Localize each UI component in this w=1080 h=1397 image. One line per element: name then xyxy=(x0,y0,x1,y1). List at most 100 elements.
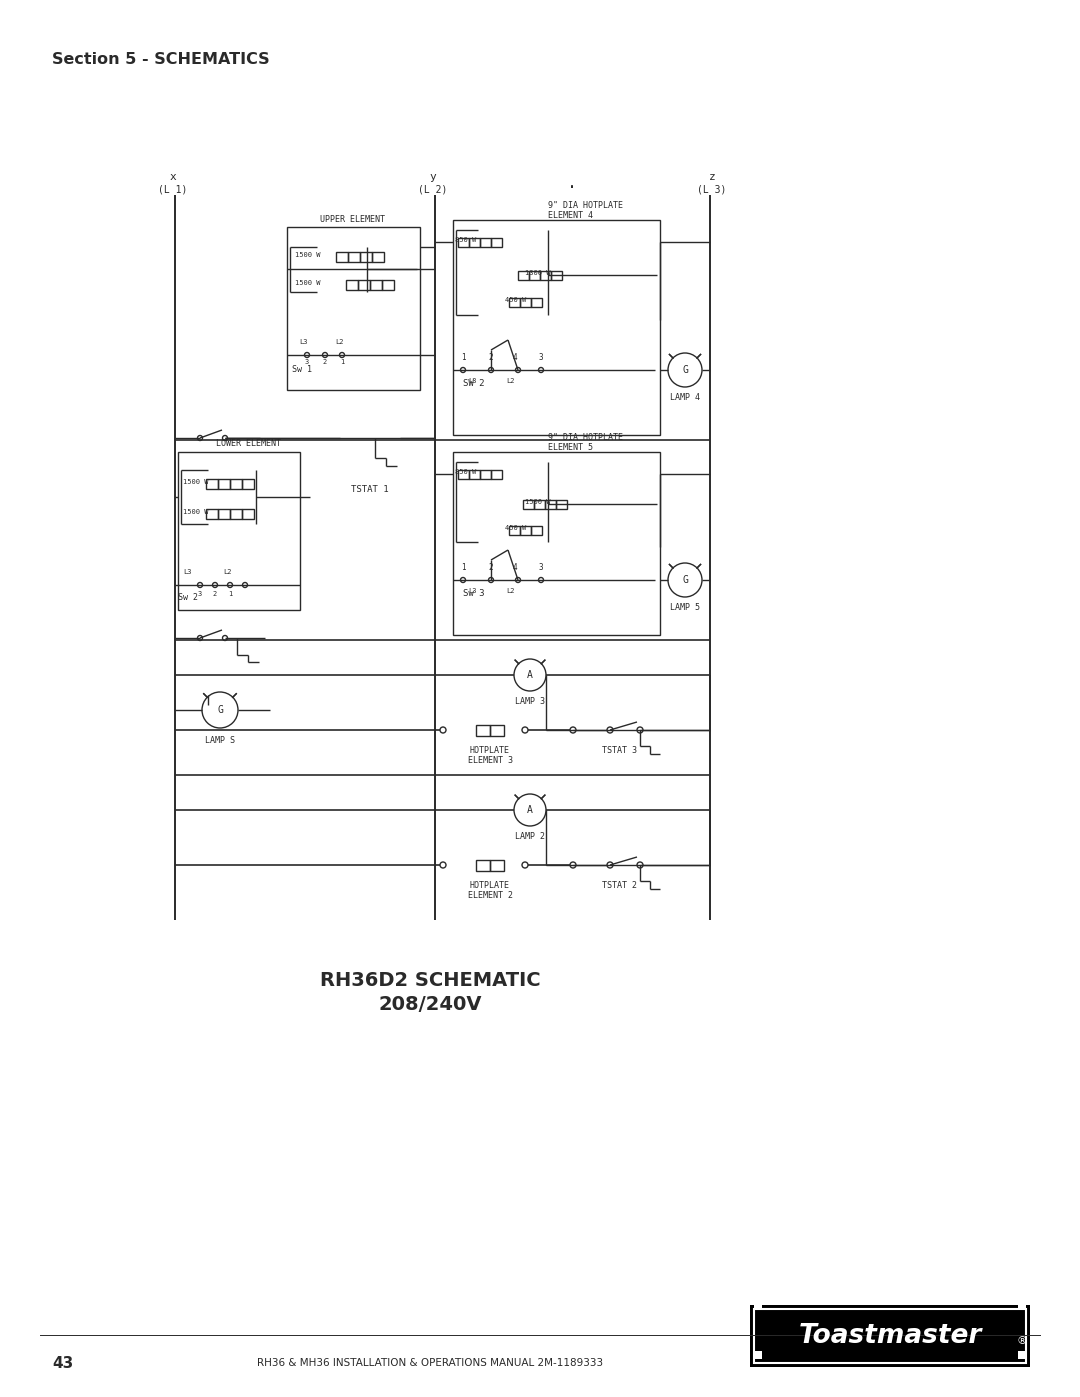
Circle shape xyxy=(339,352,345,358)
Text: TSTAT 2: TSTAT 2 xyxy=(603,882,637,890)
Circle shape xyxy=(669,353,702,387)
Circle shape xyxy=(460,577,465,583)
Bar xyxy=(519,298,530,306)
Circle shape xyxy=(488,577,494,583)
Text: (L 1): (L 1) xyxy=(159,184,188,196)
Text: 9" DIA HOTPLATE: 9" DIA HOTPLATE xyxy=(548,433,623,443)
Bar xyxy=(218,479,230,489)
Circle shape xyxy=(514,793,546,826)
Text: L3: L3 xyxy=(468,588,476,594)
Text: 2: 2 xyxy=(488,563,494,571)
Text: 2: 2 xyxy=(488,352,494,362)
Bar xyxy=(480,469,491,479)
Bar xyxy=(530,298,541,306)
Text: Sw 3: Sw 3 xyxy=(463,588,485,598)
Text: L2: L2 xyxy=(507,379,514,384)
Text: L2: L2 xyxy=(222,569,231,576)
Bar xyxy=(540,271,551,279)
Bar xyxy=(453,453,660,636)
Text: 450 W: 450 W xyxy=(505,525,526,531)
Text: UPPER ELEMENT: UPPER ELEMENT xyxy=(321,215,386,224)
Text: L2: L2 xyxy=(335,339,343,345)
Bar xyxy=(529,271,540,279)
Circle shape xyxy=(243,583,247,588)
Bar xyxy=(242,509,254,520)
Bar xyxy=(242,479,254,489)
Text: 208/240V: 208/240V xyxy=(378,995,482,1013)
Text: 3: 3 xyxy=(539,563,543,571)
Text: ELEMENT 2: ELEMENT 2 xyxy=(468,891,513,900)
Text: 43: 43 xyxy=(52,1355,73,1370)
Text: y: y xyxy=(430,172,436,182)
Bar xyxy=(178,453,300,610)
Bar xyxy=(370,279,382,291)
Bar xyxy=(206,479,218,489)
Text: TSTAT 3: TSTAT 3 xyxy=(603,746,637,754)
Text: RH36 & MH36 INSTALLATION & OPERATIONS MANUAL 2M-1189333: RH36 & MH36 INSTALLATION & OPERATIONS MA… xyxy=(257,1358,603,1368)
Bar xyxy=(551,271,562,279)
Circle shape xyxy=(228,583,232,588)
Text: 4: 4 xyxy=(513,563,517,571)
Text: 3: 3 xyxy=(198,591,202,597)
Text: L3: L3 xyxy=(300,339,308,345)
Bar xyxy=(491,469,502,479)
Text: 1500 W: 1500 W xyxy=(295,279,321,286)
Bar xyxy=(750,1305,1030,1368)
Text: LAMP 5: LAMP 5 xyxy=(670,604,700,612)
Bar xyxy=(469,469,480,479)
Bar xyxy=(206,509,218,520)
Circle shape xyxy=(514,659,546,692)
Text: LAMP S: LAMP S xyxy=(205,736,235,745)
Circle shape xyxy=(515,367,521,373)
Text: A: A xyxy=(527,805,532,814)
Text: 1: 1 xyxy=(228,591,232,597)
Bar xyxy=(372,251,384,263)
Bar xyxy=(346,279,357,291)
Text: RH36D2 SCHEMATIC: RH36D2 SCHEMATIC xyxy=(320,971,540,989)
Bar xyxy=(530,525,541,535)
Circle shape xyxy=(515,577,521,583)
Bar xyxy=(287,226,420,390)
Bar xyxy=(230,479,242,489)
Bar xyxy=(348,251,360,263)
Circle shape xyxy=(669,563,702,597)
Text: 1: 1 xyxy=(461,352,465,362)
Text: LAMP 4: LAMP 4 xyxy=(670,393,700,402)
Bar xyxy=(480,237,491,246)
Bar xyxy=(754,1351,762,1359)
Bar xyxy=(509,525,519,535)
Bar xyxy=(491,237,502,246)
Bar xyxy=(336,251,348,263)
Bar xyxy=(1018,1301,1026,1309)
Text: Sw 1: Sw 1 xyxy=(292,366,312,374)
Bar xyxy=(518,271,529,279)
Text: 450 W: 450 W xyxy=(505,298,526,303)
Bar xyxy=(545,500,556,509)
Circle shape xyxy=(198,583,203,588)
Text: 3: 3 xyxy=(539,352,543,362)
Text: ELEMENT 5: ELEMENT 5 xyxy=(548,443,593,453)
Bar xyxy=(754,1301,762,1309)
Text: TSTAT 1: TSTAT 1 xyxy=(351,486,389,495)
Text: LOWER ELEMENT: LOWER ELEMENT xyxy=(216,440,282,448)
Text: G: G xyxy=(217,705,222,715)
Text: 1300 W: 1300 W xyxy=(525,270,551,277)
Circle shape xyxy=(539,367,543,373)
Text: 1500 W: 1500 W xyxy=(183,509,208,515)
Text: L3: L3 xyxy=(468,379,476,384)
Text: G: G xyxy=(683,576,688,585)
Bar xyxy=(458,237,469,246)
Circle shape xyxy=(539,577,543,583)
Text: Section 5 - SCHEMATICS: Section 5 - SCHEMATICS xyxy=(52,52,270,67)
Text: 1: 1 xyxy=(461,563,465,571)
Circle shape xyxy=(488,367,494,373)
Text: 1500 W: 1500 W xyxy=(295,251,321,258)
Bar xyxy=(1018,1351,1026,1359)
Bar xyxy=(523,500,534,509)
Text: (L 2): (L 2) xyxy=(418,184,448,196)
Circle shape xyxy=(213,583,217,588)
Bar xyxy=(519,525,530,535)
Bar xyxy=(458,469,469,479)
Text: x: x xyxy=(170,172,176,182)
Text: A: A xyxy=(527,671,532,680)
